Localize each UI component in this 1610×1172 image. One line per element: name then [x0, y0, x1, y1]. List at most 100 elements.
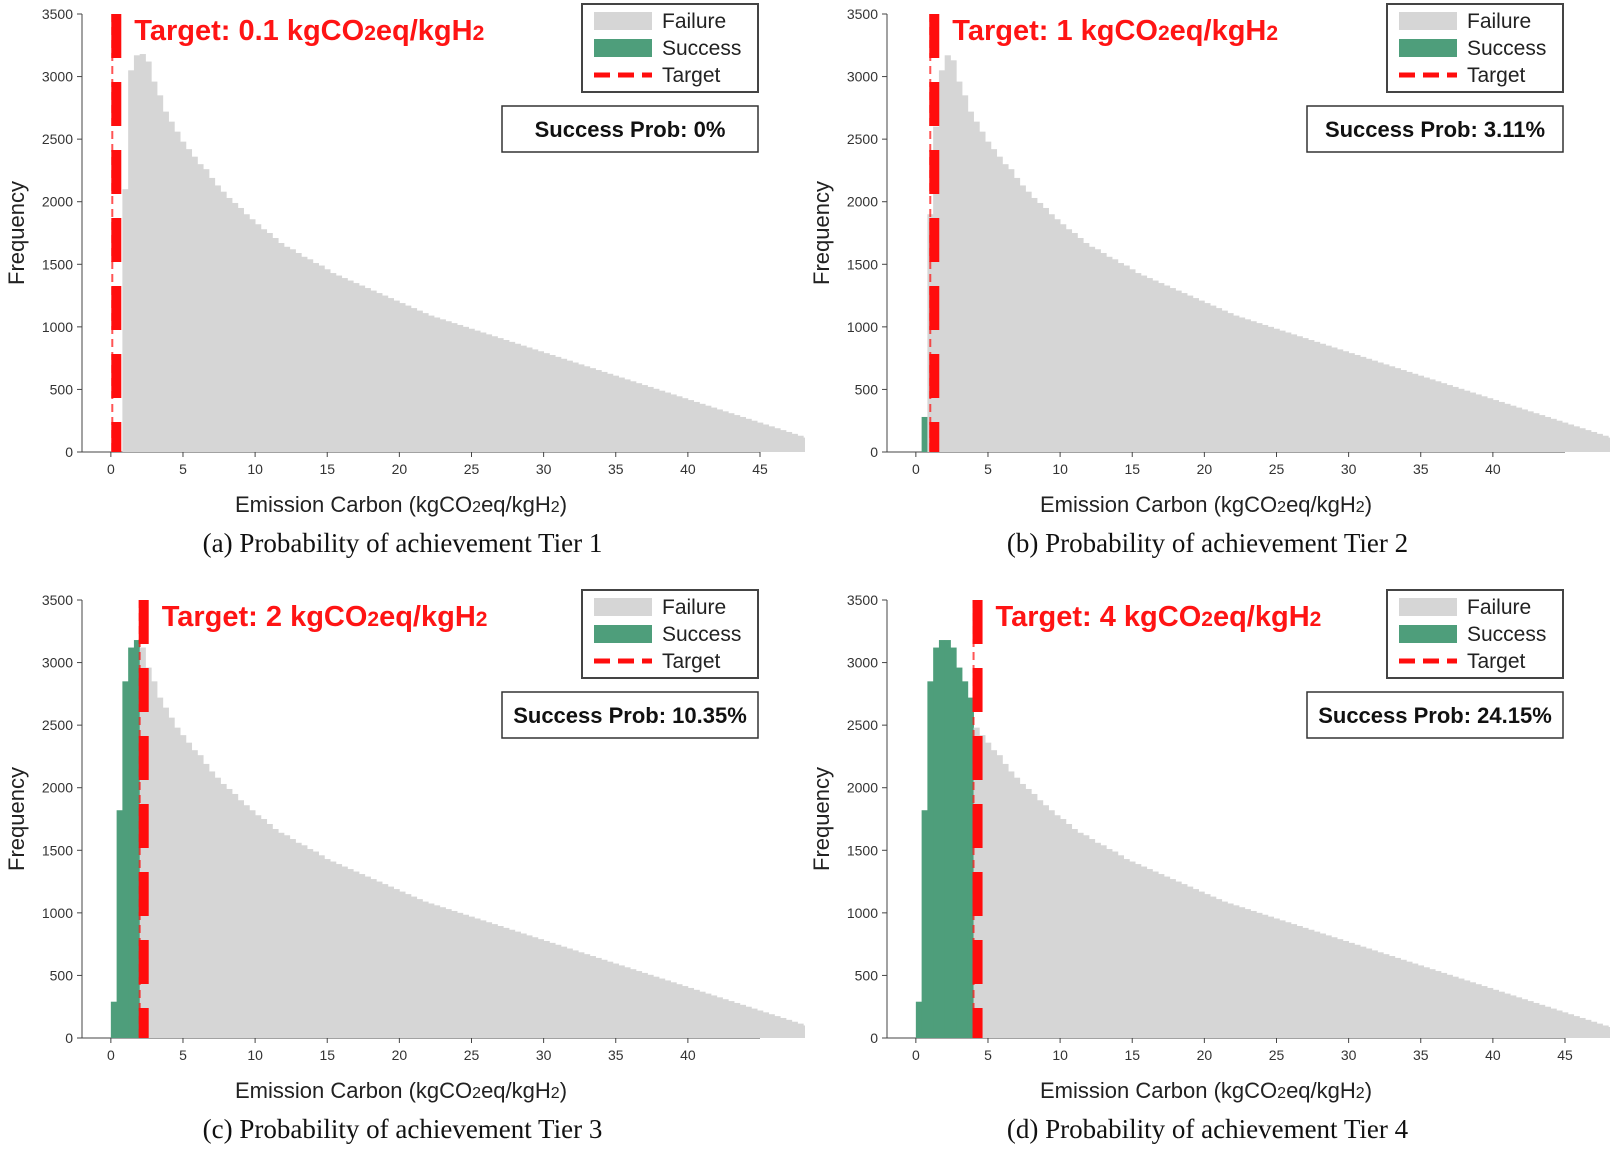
x-tick-label: 15 [319, 461, 335, 477]
failure-bar [208, 771, 216, 1038]
failure-bar [232, 793, 239, 1038]
failure-bar [1539, 1004, 1546, 1038]
failure-bar [162, 111, 169, 453]
legend-failure-swatch [594, 12, 652, 30]
failure-bar [1285, 922, 1292, 1038]
success-bar [956, 667, 963, 1038]
x-tick-label: 25 [1269, 461, 1285, 477]
failure-bar [962, 95, 969, 452]
failure-bar [710, 407, 718, 452]
failure-bar [1521, 999, 1528, 1038]
failure-bar [162, 707, 169, 1038]
failure-bar [1031, 197, 1038, 452]
success-bar [915, 1001, 923, 1038]
failure-bar [1146, 869, 1153, 1038]
failure-bar [785, 1019, 793, 1038]
failure-bar [1602, 1025, 1609, 1038]
failure-bar [330, 861, 337, 1038]
legend: Failure Success Target [581, 3, 759, 93]
failure-bar [1158, 874, 1165, 1038]
failure-bar [422, 901, 429, 1038]
failure-bar [260, 229, 268, 452]
failure-bar [1233, 315, 1240, 452]
failure-bar [416, 310, 423, 452]
legend-success-label: Success [1467, 623, 1546, 646]
failure-bar [410, 896, 418, 1038]
failure-bar [1187, 295, 1194, 452]
failure-bar [537, 939, 545, 1038]
success-prob-frame [501, 105, 759, 153]
failure-bar [1198, 300, 1205, 452]
failure-bar [1498, 991, 1505, 1038]
failure-bar [1129, 269, 1136, 452]
x-tick-label: 30 [1341, 461, 1357, 477]
failure-bar [1527, 1001, 1534, 1038]
failure-bar [387, 298, 394, 452]
chart-panel-tier-4: 0 500 1000 1500 2000 2500 3000 3500 0 5 10 15 20 25 30… [805, 586, 1610, 1172]
success-prob-frame [501, 691, 759, 739]
failure-bar [797, 435, 804, 452]
failure-bar [659, 390, 666, 452]
failure-bar [1025, 788, 1032, 1038]
failure-bar [1135, 864, 1142, 1038]
x-tick-label: 20 [392, 1047, 408, 1063]
failure-bar [956, 81, 963, 452]
failure-bar [1446, 974, 1453, 1038]
failure-bar [1440, 383, 1448, 452]
legend-success-label: Success [662, 37, 741, 60]
failure-bar [1140, 275, 1148, 452]
failure-bar [168, 121, 175, 452]
failure-bar [734, 1002, 741, 1038]
y-axis-label: Frequency [809, 181, 834, 285]
failure-bar [757, 1010, 764, 1038]
y-tick-label: 500 [50, 381, 74, 397]
legend-target-label: Target [662, 64, 721, 87]
failure-bar [422, 313, 429, 452]
failure-bar [1371, 360, 1378, 452]
caption-tier-1: (a) Probability of achievement Tier 1 [202, 528, 603, 558]
legend-failure-swatch [1399, 598, 1457, 616]
failure-bar [1296, 336, 1303, 452]
failure-bar [410, 308, 418, 452]
x-tick-label: 45 [1557, 1047, 1573, 1063]
failure-bar [1579, 1017, 1586, 1038]
failure-bar [973, 121, 980, 452]
failure-bar [607, 961, 614, 1038]
failure-bar [283, 246, 291, 452]
failure-bar [1100, 845, 1107, 1038]
legend: Failure Success Target [1386, 589, 1564, 679]
legend-failure-swatch [1399, 12, 1457, 30]
failure-bar [1025, 191, 1032, 452]
failure-bar [1365, 948, 1373, 1038]
failure-bar [635, 383, 643, 452]
failure-bar [491, 924, 498, 1038]
failure-bar [728, 413, 735, 452]
failure-bar [1602, 435, 1609, 452]
failure-bar [1169, 288, 1176, 452]
failure-bar [180, 141, 187, 452]
y-tick-label: 1000 [42, 905, 73, 921]
x-tick-label: 30 [536, 1047, 552, 1063]
failure-bar [641, 972, 648, 1038]
failure-bar [1077, 832, 1084, 1038]
failure-bar [1019, 783, 1026, 1038]
failure-bar [1319, 933, 1326, 1038]
failure-bar [560, 946, 568, 1038]
failure-bar [1498, 401, 1505, 452]
success-prob-frame [1306, 691, 1564, 739]
failure-bar [1394, 957, 1401, 1038]
failure-bar [295, 842, 302, 1038]
failure-bar [1106, 256, 1113, 452]
failure-bar [774, 1016, 781, 1038]
failure-bar [1475, 394, 1482, 452]
failure-bar [1556, 1010, 1563, 1038]
x-tick-label: 25 [1269, 1047, 1285, 1063]
failure-bar [145, 61, 152, 452]
failure-bar [1394, 368, 1401, 452]
failure-bar [1071, 829, 1078, 1038]
x-tick-label: 35 [1413, 461, 1429, 477]
failure-bar [312, 851, 319, 1038]
failure-bar [405, 305, 412, 452]
failure-bar [151, 81, 158, 452]
y-tick-label: 2000 [847, 780, 878, 796]
